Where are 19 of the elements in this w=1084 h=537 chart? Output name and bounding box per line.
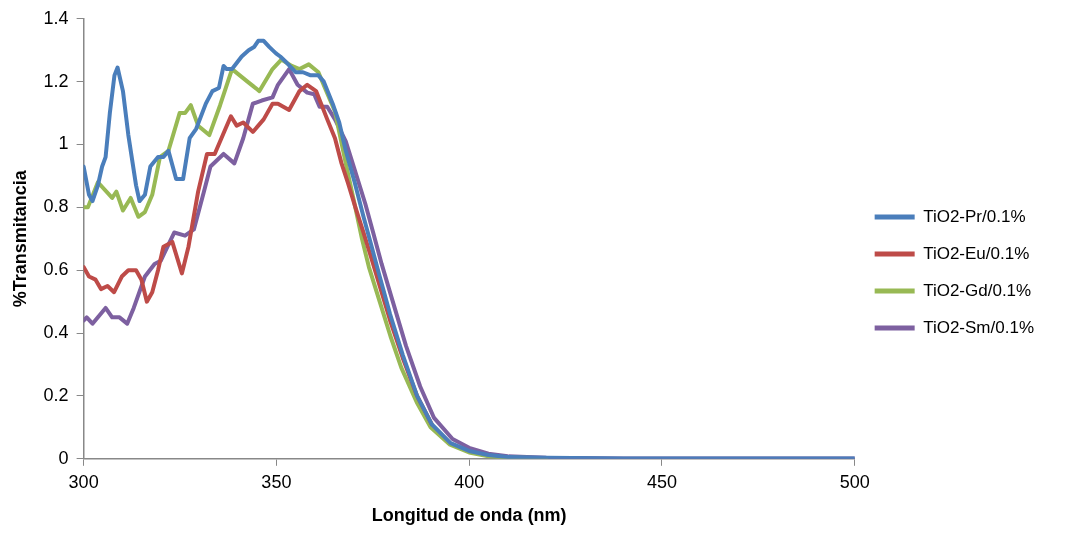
legend-label: TiO2-Pr/0.1% (923, 206, 1026, 226)
y-tick-label: 0.4 (43, 322, 69, 343)
x-tick-label: 350 (261, 471, 292, 492)
y-tick-label: 0.6 (43, 259, 69, 280)
x-tick-label: 450 (646, 471, 677, 492)
x-axis-title: Longitud de onda (nm) (371, 505, 567, 526)
legend-label: TiO2-Sm/0.1% (923, 317, 1034, 337)
y-axis-title: %Transmitancia (9, 169, 30, 308)
legend-label: TiO2-Gd/0.1% (923, 280, 1032, 300)
y-tick-label: 0 (58, 447, 69, 468)
y-tick-label: 1 (58, 133, 69, 154)
x-tick-label: 500 (839, 471, 870, 492)
y-tick-label: 1.2 (43, 70, 69, 91)
y-tick-label: 1.4 (43, 7, 69, 28)
x-tick-label: 400 (454, 471, 485, 492)
y-tick-label: 0.2 (43, 384, 69, 405)
y-tick-label: 0.8 (43, 196, 69, 217)
x-tick-label: 300 (68, 471, 99, 492)
legend-label: TiO2-Eu/0.1% (923, 243, 1030, 263)
